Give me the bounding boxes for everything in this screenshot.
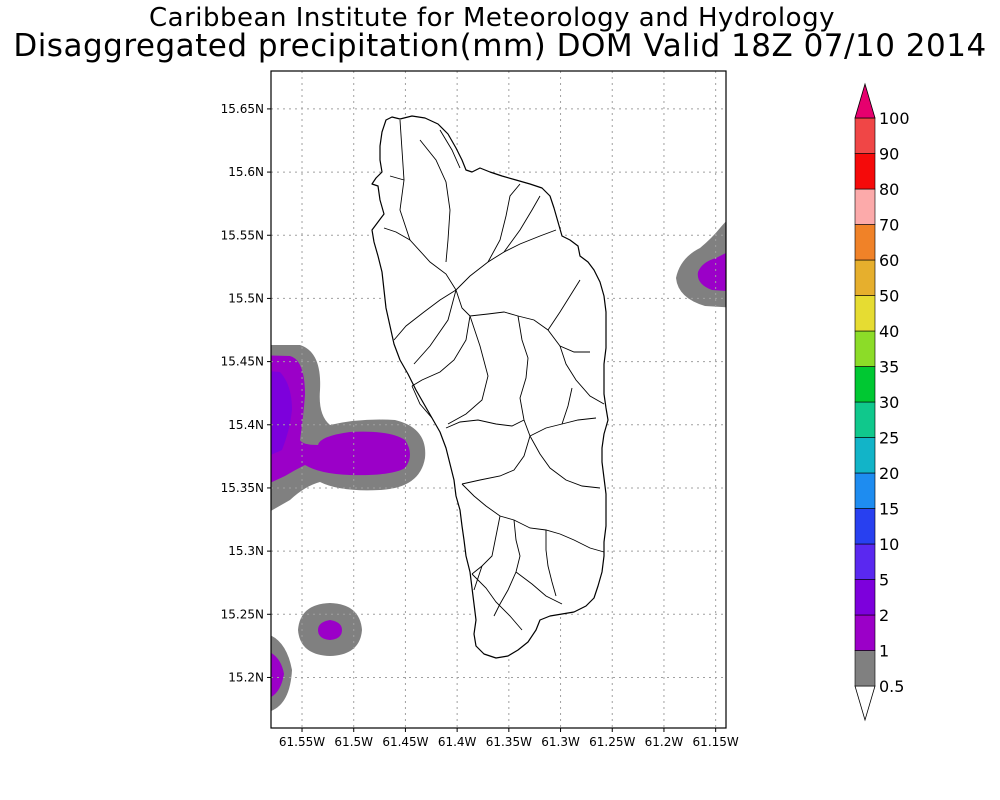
colorbar-level-label: 90 <box>879 145 899 164</box>
colorbar-swatch <box>854 188 876 225</box>
lon-tick-label: 61.35W <box>486 735 532 749</box>
lon-tick-label: 61.5W <box>334 735 373 749</box>
lat-tick-label: 15.45N <box>221 355 264 369</box>
latitude-axis: 15.65N 15.6N 15.55N 15.5N 15.45N 15.4N 15.35N 1… <box>221 102 271 684</box>
precip-contour-west-central-2 <box>271 371 292 455</box>
colorbar-swatch <box>854 330 876 367</box>
colorbar-level-label: 1 <box>879 642 889 661</box>
colorbar-swatch <box>854 650 876 687</box>
colorbar-swatch <box>854 259 876 296</box>
colorbar-swatch <box>854 153 876 190</box>
map-frame <box>270 70 727 729</box>
colorbar-level-label: 15 <box>879 500 899 519</box>
lon-tick-label: 61.2W <box>645 735 684 749</box>
precip-contour-southwest-1 <box>318 620 342 640</box>
lon-tick-label: 61.25W <box>589 735 635 749</box>
colorbar-swatch <box>854 401 876 438</box>
lat-tick-label: 15.5N <box>228 291 264 305</box>
precip-contour-northeast-0p5 <box>676 221 726 308</box>
colorbar-level-label: 80 <box>879 180 899 199</box>
island-coastline <box>371 115 609 659</box>
dominica-island <box>371 115 609 659</box>
colorbar-level-label: 50 <box>879 287 899 306</box>
colorbar-swatch <box>854 579 876 616</box>
colorbar-swatch <box>854 224 876 261</box>
colorbar-level-label: 60 <box>879 251 899 270</box>
colorbar-level-label: 100 <box>879 109 910 128</box>
colorbar-level-label: 70 <box>879 216 899 235</box>
precip-contour-bottomleft-1 <box>271 652 284 698</box>
colorbar-swatch <box>854 366 876 403</box>
chart-title-institute: Caribbean Institute for Meteorology and … <box>149 3 835 33</box>
lat-tick-label: 15.65N <box>221 102 264 116</box>
lon-tick-label: 61.45W <box>382 735 428 749</box>
lon-tick-label: 61.15W <box>693 735 739 749</box>
lat-tick-label: 15.6N <box>228 165 264 179</box>
lat-tick-label: 15.4N <box>228 418 264 432</box>
lat-tick-label: 15.35N <box>221 481 264 495</box>
colorbar-level-label: 35 <box>879 358 899 377</box>
lat-tick-label: 15.55N <box>221 228 264 242</box>
island-watersheds <box>383 119 605 631</box>
colorbar-swatch <box>854 437 876 474</box>
colorbar-swatch <box>854 472 876 509</box>
colorbar-level-label: 30 <box>879 393 899 412</box>
lat-tick-label: 15.2N <box>228 670 264 684</box>
colorbar-above-triangle <box>854 82 876 119</box>
colorbar-below-triangle <box>854 685 876 722</box>
colorbar-swatch <box>854 543 876 580</box>
lon-tick-label: 61.4W <box>438 735 477 749</box>
colorbar-level-label: 0.5 <box>879 677 904 696</box>
colorbar-swatch <box>854 295 876 332</box>
precip-contour-west-central-1 <box>271 355 410 483</box>
colorbar-level-label: 20 <box>879 464 899 483</box>
colorbar-level-label: 25 <box>879 429 899 448</box>
colorbar-swatch <box>854 117 876 154</box>
precip-contour-northeast-1 <box>697 252 726 291</box>
colorbar-level-label: 40 <box>879 322 899 341</box>
colorbar-level-label: 2 <box>879 606 889 625</box>
lat-tick-label: 15.3N <box>228 544 264 558</box>
colorbar-swatch <box>854 614 876 651</box>
precip-field <box>271 221 726 711</box>
lon-tick-label: 61.3W <box>541 735 580 749</box>
colorbar-level-label: 5 <box>879 571 889 590</box>
colorbar-swatch <box>854 508 876 545</box>
lon-tick-label: 61.55W <box>279 735 325 749</box>
longitude-axis: 61.55W 61.5W 61.45W 61.4W 61.35W 61.3W 61.25W 6… <box>279 728 739 749</box>
colorbar-level-label: 10 <box>879 535 899 554</box>
lat-tick-label: 15.25N <box>221 607 264 621</box>
chart-title-product: Disaggregated precipitation(mm) DOM Vali… <box>13 28 987 64</box>
